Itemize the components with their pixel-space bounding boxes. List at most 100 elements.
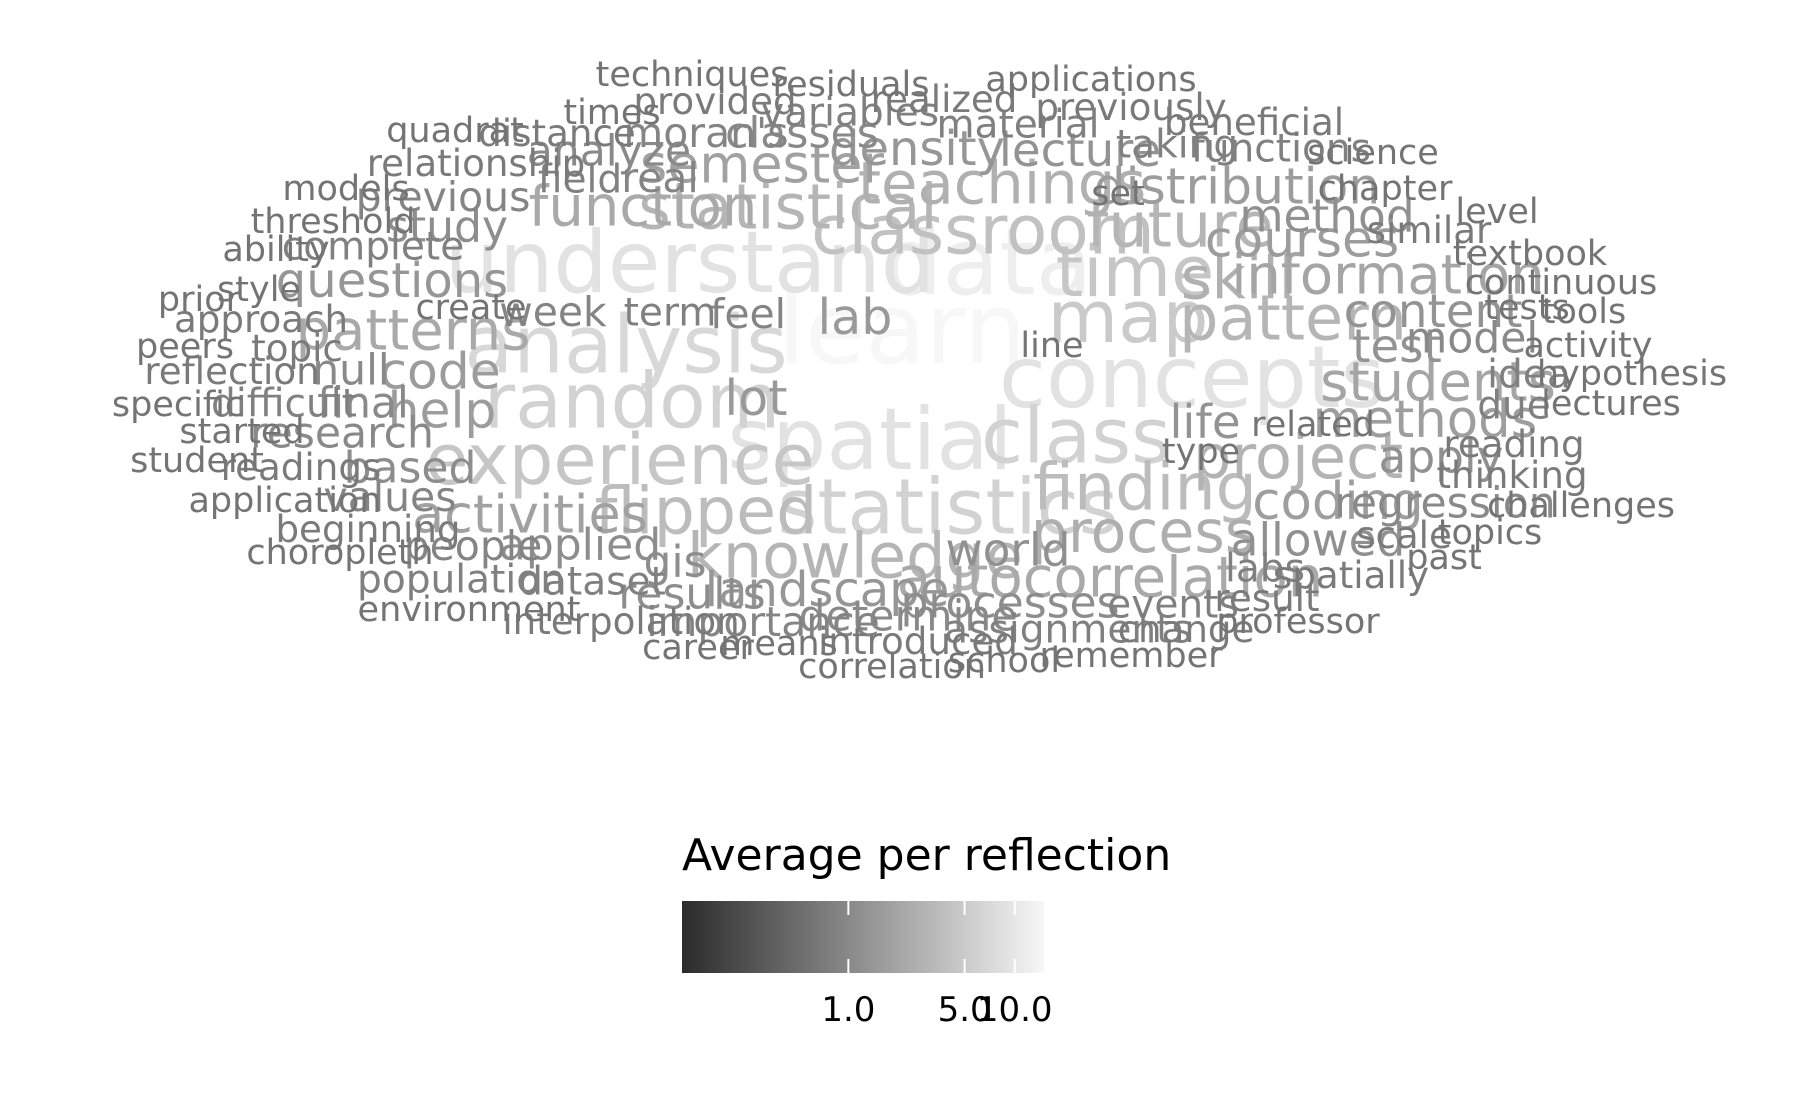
word-courses: courses — [1205, 210, 1399, 269]
word-idea: idea — [1487, 353, 1571, 398]
word-lot: lot — [725, 369, 788, 427]
word-methods: methods — [1313, 390, 1538, 450]
word-challenges: challenges — [1487, 486, 1675, 526]
word-feel: feel — [710, 290, 786, 338]
word-reading: reading — [1443, 422, 1584, 466]
word-people: people — [404, 522, 543, 570]
word-learn: learn — [778, 273, 1026, 387]
word-labs: labs — [1225, 547, 1305, 592]
word-content: content — [1344, 285, 1523, 339]
word-importance: importance — [646, 598, 880, 646]
word-distribution: distribution — [1094, 157, 1381, 216]
word-life: life — [1169, 396, 1240, 450]
word-prior: prior — [158, 280, 241, 320]
word-beneficial: beneficial — [1164, 100, 1344, 144]
color-legend: Average per reflection 1.0 5.010.0 — [682, 830, 1171, 1030]
word-previously: previously — [1035, 85, 1226, 129]
word-population: population — [357, 558, 565, 603]
word-correlation: correlation — [798, 647, 986, 687]
word-lectures: lectures — [1541, 384, 1681, 424]
word-previous: previous — [356, 173, 531, 221]
word-textbook: textbook — [1453, 234, 1608, 274]
word-change: change — [1118, 607, 1255, 651]
word-residuals: residuals — [773, 65, 930, 105]
word-coding: coding — [1252, 472, 1423, 532]
word-questions: questions — [276, 253, 508, 309]
legend-ticks: 1.0 5.010.0 — [821, 901, 1053, 1030]
word-gis: gis — [643, 537, 706, 588]
word-similar: similar — [1367, 208, 1492, 252]
word-applied: applied — [499, 520, 661, 571]
word-help: help — [388, 381, 497, 440]
word-peers: peers — [136, 327, 234, 367]
word-world: world — [946, 524, 1071, 577]
word-semester: semester — [640, 135, 884, 196]
word-class: class — [981, 393, 1171, 482]
word-techniques: techniques — [596, 55, 789, 95]
word-term: term — [624, 291, 717, 336]
word-apply: apply — [1379, 431, 1504, 484]
word-quadrat: quadrat — [386, 111, 524, 151]
word-function: function — [529, 175, 758, 240]
word-continuous: continuous — [1465, 263, 1657, 303]
word-assignments: assignments — [944, 608, 1192, 653]
word-set: set — [1091, 174, 1145, 214]
word-interpolation: interpolation — [502, 599, 739, 643]
word-flipped: flipped — [595, 475, 818, 550]
word-material: material — [936, 103, 1099, 148]
word-beginning: beginning — [275, 507, 460, 551]
legend-tick-label: 1.0 — [821, 990, 875, 1030]
word-skill: skill — [1181, 244, 1295, 313]
word-processes: processes — [900, 578, 1119, 629]
word-applications: applications — [985, 60, 1196, 100]
word-understand: understand — [445, 213, 935, 313]
word-process: process — [1031, 498, 1255, 566]
word-determine: determine — [799, 593, 1018, 642]
word-density: density — [829, 121, 1005, 177]
word-variables: variables — [761, 91, 939, 136]
word-level: level — [1455, 192, 1538, 232]
word-create: create — [415, 288, 526, 328]
word-remember: remember — [1039, 636, 1223, 676]
word-threshold: threshold — [251, 202, 416, 242]
word-analyze: analyze — [527, 128, 691, 177]
word-readings: readings — [221, 445, 382, 489]
word-means: means — [720, 624, 838, 664]
word-results: results — [618, 569, 765, 620]
word-method: method — [1239, 190, 1414, 243]
word-spatial: spatial — [727, 390, 1012, 490]
word-school: school — [948, 641, 1060, 681]
word-type: type — [1162, 432, 1240, 472]
word-concepts: concepts — [999, 328, 1385, 428]
word-taking: taking — [1116, 123, 1238, 168]
legend-title: Average per reflection — [682, 830, 1171, 881]
word-tools: tools — [1542, 292, 1627, 332]
word-introduced: introduced — [818, 619, 1018, 663]
word-functions: functions — [1191, 127, 1371, 172]
word-tests: tests — [1484, 288, 1569, 328]
word-code: code — [379, 342, 500, 401]
word-topics: topics — [1438, 513, 1543, 553]
word-dataset: dataset — [518, 560, 666, 605]
word-moran-s: moran's — [623, 109, 788, 157]
word-landscape: landscape — [705, 562, 949, 618]
word-style: style — [217, 270, 301, 310]
word-complete: complete — [282, 225, 465, 270]
word-topic: topic — [251, 326, 343, 370]
word-career: career — [642, 628, 754, 668]
word-due: due — [1477, 384, 1551, 429]
word-information: information — [1231, 244, 1544, 307]
word-data: data — [884, 208, 1092, 316]
word-test: test — [1352, 320, 1442, 374]
word-finding: finding — [1033, 451, 1257, 526]
word-choropleth: choropleth — [246, 533, 433, 573]
word-reflection: reflection — [144, 349, 319, 393]
word-professor: professor — [1216, 602, 1380, 642]
word-week: week — [499, 288, 607, 336]
word-student: student — [130, 441, 264, 481]
word-experience: experience — [425, 419, 815, 501]
word-realized: realized — [871, 77, 1018, 121]
word-teachings: teachings — [858, 149, 1146, 218]
